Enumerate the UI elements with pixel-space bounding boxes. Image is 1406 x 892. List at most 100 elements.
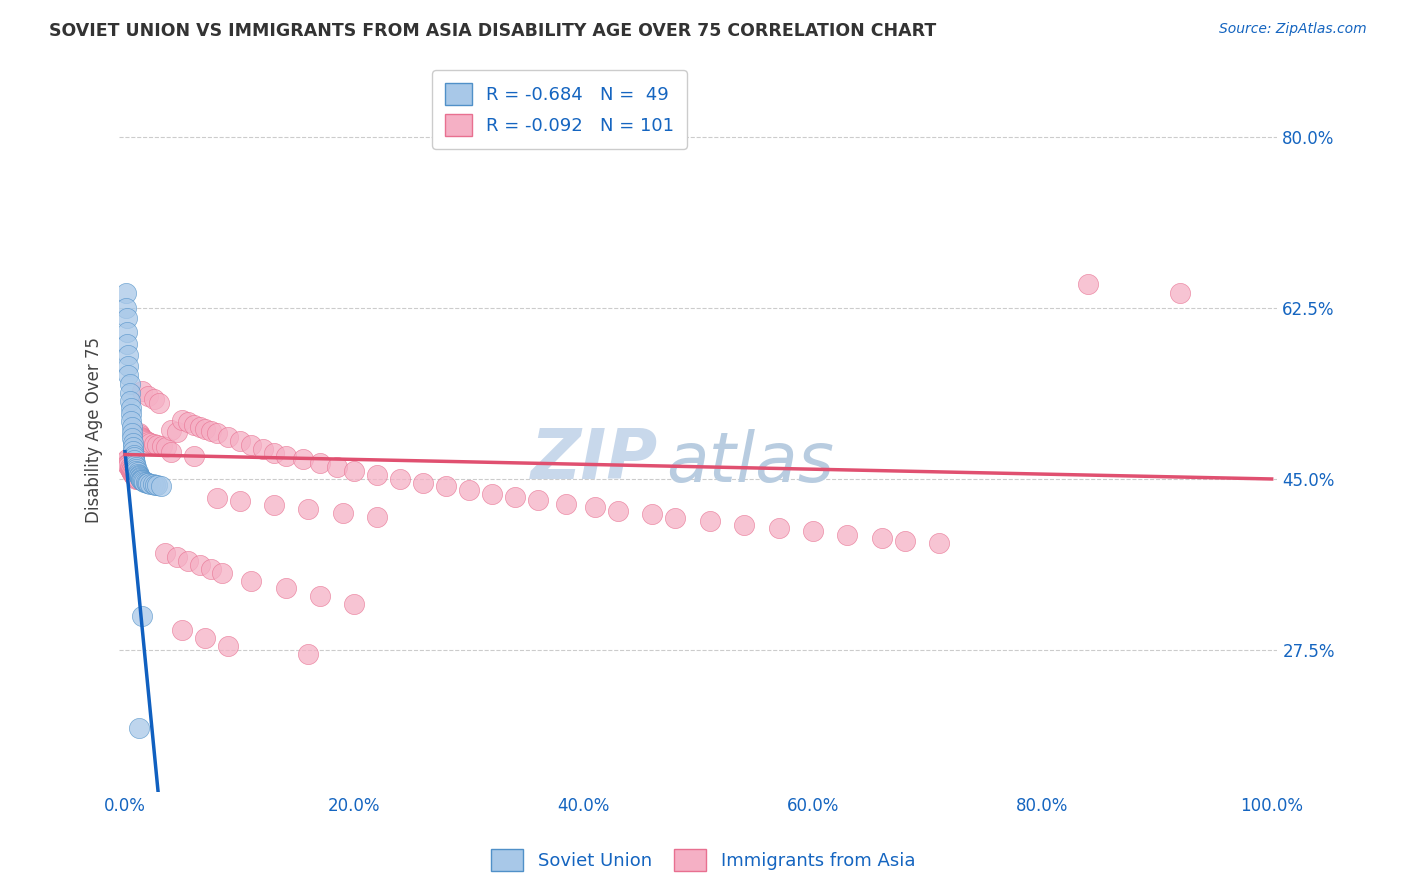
Point bbox=[122, 448, 145, 462]
Point bbox=[837, 527, 859, 541]
Point bbox=[118, 386, 141, 401]
Point bbox=[240, 438, 263, 452]
Point bbox=[366, 468, 388, 483]
Point bbox=[115, 286, 138, 301]
Point bbox=[132, 474, 155, 488]
Point bbox=[128, 425, 150, 440]
Point bbox=[122, 443, 145, 458]
Point bbox=[274, 449, 297, 463]
Point bbox=[129, 430, 152, 444]
Point bbox=[263, 499, 285, 513]
Point bbox=[1168, 286, 1191, 301]
Point bbox=[172, 624, 194, 638]
Point bbox=[893, 533, 915, 548]
Point bbox=[527, 493, 550, 508]
Y-axis label: Disability Age Over 75: Disability Age Over 75 bbox=[86, 337, 103, 523]
Point bbox=[291, 452, 314, 467]
Point bbox=[120, 408, 142, 422]
Point bbox=[142, 437, 165, 451]
Point bbox=[200, 424, 222, 438]
Point bbox=[166, 425, 188, 439]
Point bbox=[125, 462, 148, 476]
Point bbox=[131, 473, 153, 487]
Point bbox=[124, 458, 146, 473]
Point bbox=[120, 464, 142, 478]
Point bbox=[366, 510, 388, 524]
Point bbox=[240, 574, 263, 588]
Point bbox=[124, 456, 146, 470]
Point bbox=[332, 506, 354, 520]
Point bbox=[117, 459, 139, 474]
Point bbox=[412, 475, 434, 490]
Point bbox=[555, 497, 578, 511]
Point bbox=[188, 558, 211, 572]
Point bbox=[128, 468, 150, 483]
Point bbox=[205, 425, 228, 440]
Point bbox=[664, 511, 686, 525]
Point bbox=[641, 507, 664, 521]
Point bbox=[177, 554, 200, 568]
Text: ZIP: ZIP bbox=[530, 425, 658, 492]
Point bbox=[115, 454, 138, 468]
Point bbox=[134, 433, 156, 447]
Point bbox=[252, 442, 274, 456]
Point bbox=[117, 359, 139, 373]
Point bbox=[117, 452, 139, 467]
Point bbox=[136, 389, 159, 403]
Point bbox=[699, 514, 721, 528]
Point bbox=[120, 463, 142, 477]
Point bbox=[117, 310, 139, 325]
Point bbox=[122, 469, 145, 483]
Point bbox=[297, 502, 319, 516]
Point bbox=[211, 566, 233, 580]
Text: atlas: atlas bbox=[666, 429, 834, 496]
Point bbox=[129, 428, 152, 442]
Point bbox=[228, 434, 250, 448]
Point bbox=[127, 472, 149, 486]
Legend: R = -0.684   N =  49, R = -0.092   N = 101: R = -0.684 N = 49, R = -0.092 N = 101 bbox=[432, 70, 686, 149]
Point bbox=[117, 368, 139, 383]
Point bbox=[503, 490, 526, 504]
Point bbox=[146, 478, 169, 492]
Point bbox=[146, 438, 169, 452]
Point bbox=[125, 471, 148, 485]
Point bbox=[309, 456, 332, 470]
Point bbox=[870, 531, 893, 545]
Point bbox=[128, 469, 150, 483]
Point bbox=[1077, 277, 1099, 291]
Point bbox=[122, 450, 145, 465]
Point bbox=[131, 608, 153, 623]
Point bbox=[142, 392, 165, 406]
Point bbox=[326, 460, 349, 475]
Point bbox=[155, 440, 177, 454]
Point bbox=[117, 458, 139, 472]
Point bbox=[121, 425, 143, 440]
Point bbox=[434, 479, 457, 493]
Point bbox=[118, 377, 141, 392]
Point bbox=[122, 453, 145, 467]
Point bbox=[125, 464, 148, 478]
Point bbox=[458, 483, 481, 497]
Point bbox=[128, 721, 150, 735]
Point bbox=[389, 472, 412, 486]
Point bbox=[183, 418, 205, 433]
Point bbox=[135, 475, 157, 489]
Point bbox=[143, 478, 166, 492]
Point bbox=[120, 414, 142, 428]
Point bbox=[120, 401, 142, 415]
Point bbox=[129, 473, 152, 487]
Point bbox=[122, 435, 145, 450]
Point bbox=[135, 434, 157, 448]
Point bbox=[124, 470, 146, 484]
Point bbox=[122, 468, 145, 483]
Point bbox=[127, 467, 149, 481]
Point bbox=[121, 420, 143, 434]
Point bbox=[132, 432, 155, 446]
Point bbox=[309, 589, 332, 603]
Point bbox=[274, 582, 297, 596]
Point bbox=[607, 504, 630, 518]
Point bbox=[141, 476, 163, 491]
Point bbox=[733, 517, 755, 532]
Point bbox=[928, 536, 950, 550]
Point bbox=[149, 479, 172, 493]
